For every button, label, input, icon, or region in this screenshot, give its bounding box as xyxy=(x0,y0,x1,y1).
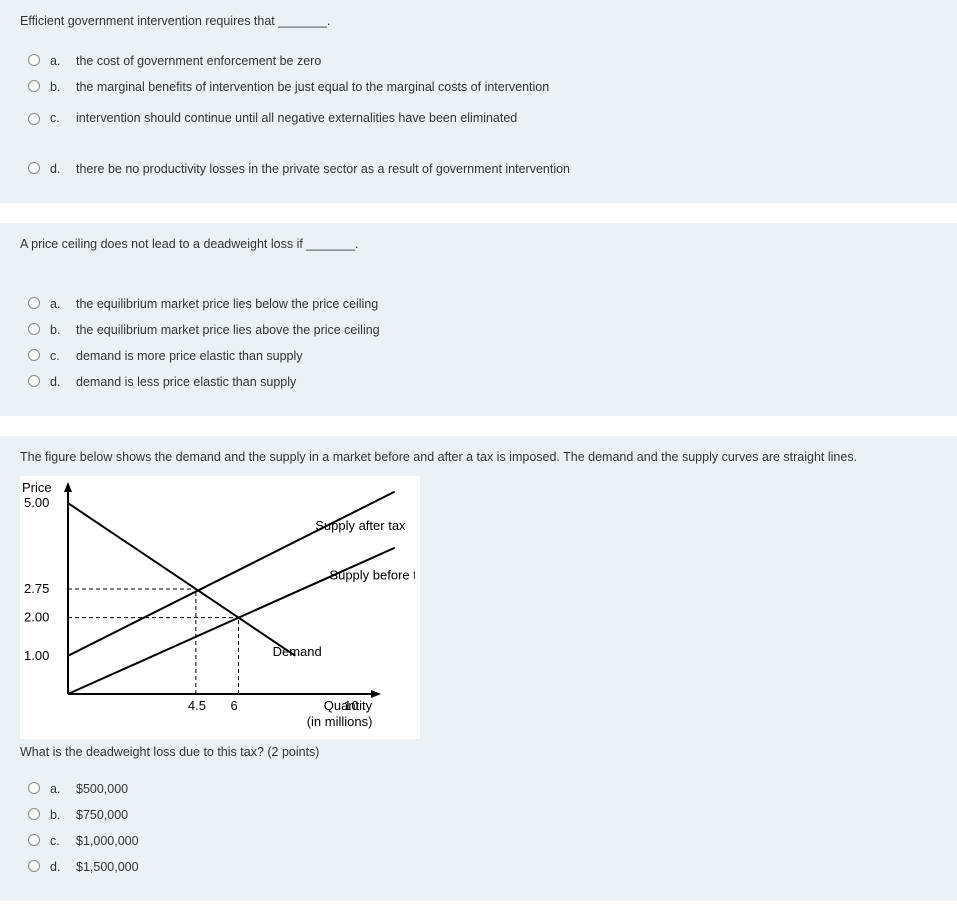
options-list: a. the cost of government enforcement be… xyxy=(20,51,937,179)
supply-demand-chart: Supply after tax Supply before tax Demand P… xyxy=(20,476,415,736)
option-a[interactable]: a. $500,000 xyxy=(28,779,937,799)
option-text: $500,000 xyxy=(76,779,937,799)
option-b[interactable]: b. $750,000 xyxy=(28,805,937,825)
option-d[interactable]: d. there be no productivity losses in th… xyxy=(28,159,937,179)
svg-text:1.00: 1.00 xyxy=(24,648,49,663)
radio-c[interactable] xyxy=(28,834,40,846)
options-list: a. $500,000 b. $750,000 c. $1,000,000 d.… xyxy=(20,779,937,877)
option-letter: b. xyxy=(50,77,64,97)
option-a[interactable]: a. the equilibrium market price lies bel… xyxy=(28,294,937,314)
option-text: there be no productivity losses in the p… xyxy=(76,159,937,179)
radio-c[interactable] xyxy=(28,113,40,125)
radio-d[interactable] xyxy=(28,162,40,174)
radio-b[interactable] xyxy=(28,80,40,92)
option-c[interactable]: c. intervention should continue until al… xyxy=(28,103,937,133)
chart-caption: What is the deadweight loss due to this … xyxy=(20,745,937,759)
radio-a[interactable] xyxy=(28,297,40,309)
svg-text:Price: Price xyxy=(22,480,52,495)
option-text: demand is more price elastic than supply xyxy=(76,346,937,366)
question-prompt: Efficient government intervention requir… xyxy=(20,12,937,31)
radio-c[interactable] xyxy=(28,349,40,361)
option-text: intervention should continue until all n… xyxy=(76,108,937,128)
question-prompt: A price ceiling does not lead to a deadw… xyxy=(20,235,937,254)
option-letter: d. xyxy=(50,857,64,877)
option-text: the equilibrium market price lies below … xyxy=(76,294,937,314)
option-b[interactable]: b. the marginal benefits of intervention… xyxy=(28,77,937,97)
radio-b[interactable] xyxy=(28,323,40,335)
svg-text:Quantity: Quantity xyxy=(324,698,373,713)
svg-text:(in millions): (in millions) xyxy=(307,714,373,729)
svg-text:2.00: 2.00 xyxy=(24,610,49,625)
option-text: $750,000 xyxy=(76,805,937,825)
option-text: $1,000,000 xyxy=(76,831,937,851)
options-list: a. the equilibrium market price lies bel… xyxy=(20,294,937,392)
option-c[interactable]: c. $1,000,000 xyxy=(28,831,937,851)
svg-text:2.75: 2.75 xyxy=(24,581,49,596)
option-text: the equilibrium market price lies above … xyxy=(76,320,937,340)
option-letter: a. xyxy=(50,51,64,71)
option-a[interactable]: a. the cost of government enforcement be… xyxy=(28,51,937,71)
option-letter: b. xyxy=(50,320,64,340)
radio-a[interactable] xyxy=(28,54,40,66)
svg-text:Demand: Demand xyxy=(273,644,322,659)
option-letter: b. xyxy=(50,805,64,825)
question-3: The figure below shows the demand and th… xyxy=(0,436,957,902)
svg-text:5.00: 5.00 xyxy=(24,495,49,510)
option-letter: d. xyxy=(50,372,64,392)
option-letter: d. xyxy=(50,159,64,179)
radio-a[interactable] xyxy=(28,782,40,794)
question-1: Efficient government intervention requir… xyxy=(0,0,957,203)
svg-text:4.5: 4.5 xyxy=(188,698,206,713)
chart-container: Supply after tax Supply before tax Demand P… xyxy=(20,476,420,739)
option-d[interactable]: d. demand is less price elastic than sup… xyxy=(28,372,937,392)
question-prompt: The figure below shows the demand and th… xyxy=(20,448,937,467)
svg-text:6: 6 xyxy=(231,698,238,713)
svg-text:Supply before tax: Supply before tax xyxy=(329,568,415,583)
option-letter: a. xyxy=(50,779,64,799)
option-letter: c. xyxy=(50,346,64,366)
radio-b[interactable] xyxy=(28,808,40,820)
option-text: the cost of government enforcement be ze… xyxy=(76,51,937,71)
option-letter: c. xyxy=(50,831,64,851)
option-text: the marginal benefits of intervention be… xyxy=(76,77,937,97)
question-2: A price ceiling does not lead to a deadw… xyxy=(0,223,957,416)
radio-d[interactable] xyxy=(28,860,40,872)
option-letter: c. xyxy=(50,108,64,128)
option-b[interactable]: b. the equilibrium market price lies abo… xyxy=(28,320,937,340)
option-text: $1,500,000 xyxy=(76,857,937,877)
svg-text:Supply after tax: Supply after tax xyxy=(315,518,406,533)
option-c[interactable]: c. demand is more price elastic than sup… xyxy=(28,346,937,366)
radio-d[interactable] xyxy=(28,375,40,387)
option-text: demand is less price elastic than supply xyxy=(76,372,937,392)
option-letter: a. xyxy=(50,294,64,314)
option-d[interactable]: d. $1,500,000 xyxy=(28,857,937,877)
